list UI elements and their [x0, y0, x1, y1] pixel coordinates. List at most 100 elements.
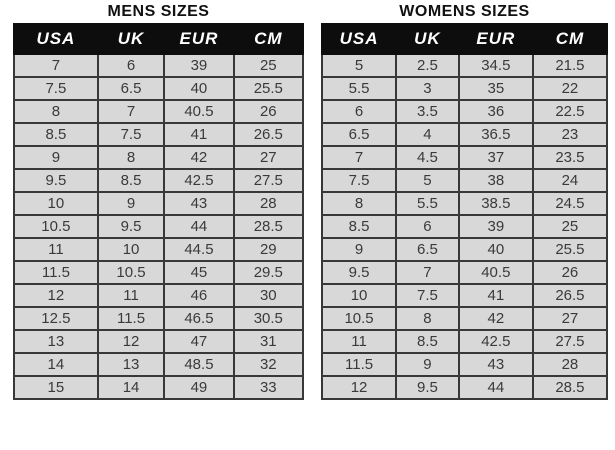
- size-cell-cm: 30: [232, 283, 305, 308]
- size-cell-uk: 7.5: [96, 122, 166, 147]
- size-cell-uk: 10: [96, 237, 166, 262]
- mens-sizes-table: USA UK EUR CM 7 6 39 25 7.5 6.5 40 25.5 8 7 40.5 26 8.5…: [13, 23, 305, 400]
- size-cell-usa: 5: [320, 53, 398, 78]
- size-cell-eur: 42.5: [163, 168, 235, 193]
- size-cell-cm: 25.5: [531, 237, 609, 262]
- size-cell-uk: 8: [395, 306, 460, 331]
- size-cell-cm: 33: [232, 375, 305, 400]
- size-cell-cm: 22: [531, 76, 609, 101]
- size-cell-usa: 7.5: [13, 76, 99, 101]
- size-row: 6.5 4 36.5 23: [320, 122, 609, 147]
- size-cell-uk: 6: [96, 53, 166, 78]
- size-row: 10.5 8 42 27: [320, 306, 609, 331]
- size-cell-cm: 24: [531, 168, 609, 193]
- size-cell-cm: 29: [232, 237, 305, 262]
- size-row: 7.5 6.5 40 25.5: [13, 76, 305, 101]
- size-cell-usa: 11.5: [320, 352, 398, 377]
- size-row: 14 13 48.5 32: [13, 352, 305, 377]
- column-header-usa: USA: [320, 23, 398, 55]
- size-row: 5 2.5 34.5 21.5: [320, 53, 609, 78]
- size-cell-usa: 12.5: [13, 306, 99, 331]
- size-cell-uk: 5.5: [395, 191, 460, 216]
- size-cell-usa: 13: [13, 329, 99, 354]
- size-cell-eur: 40.5: [457, 260, 534, 285]
- size-cell-usa: 8: [320, 191, 398, 216]
- size-cell-cm: 28: [232, 191, 305, 216]
- size-cell-eur: 37: [457, 145, 534, 170]
- size-cell-cm: 26.5: [232, 122, 305, 147]
- size-cell-cm: 25: [232, 53, 305, 78]
- size-cell-eur: 35: [457, 76, 534, 101]
- size-row: 9 8 42 27: [13, 145, 305, 170]
- size-cell-eur: 34.5: [457, 53, 534, 78]
- mens-sizes-section: MENS SIZES USA UK EUR CM 7 6 39 25 7.5 6.5 40 25.5…: [13, 2, 305, 400]
- size-cell-uk: 10.5: [96, 260, 166, 285]
- size-cell-cm: 26: [232, 99, 305, 124]
- size-cell-eur: 49: [163, 375, 235, 400]
- size-cell-eur: 40: [457, 237, 534, 262]
- header-row: USA UK EUR CM: [13, 23, 305, 55]
- size-cell-uk: 6.5: [395, 237, 460, 262]
- size-cell-eur: 43: [163, 191, 235, 216]
- size-cell-uk: 4: [395, 122, 460, 147]
- size-cell-cm: 26.5: [531, 283, 609, 308]
- size-row: 10 9 43 28: [13, 191, 305, 216]
- size-cell-eur: 36.5: [457, 122, 534, 147]
- size-cell-usa: 8.5: [13, 122, 99, 147]
- size-row: 9.5 7 40.5 26: [320, 260, 609, 285]
- size-row: 13 12 47 31: [13, 329, 305, 354]
- size-row: 12 9.5 44 28.5: [320, 375, 609, 400]
- size-cell-eur: 43: [457, 352, 534, 377]
- size-cell-cm: 25.5: [232, 76, 305, 101]
- size-cell-uk: 8.5: [395, 329, 460, 354]
- size-row: 8.5 7.5 41 26.5: [13, 122, 305, 147]
- size-cell-usa: 9: [13, 145, 99, 170]
- size-cell-eur: 46: [163, 283, 235, 308]
- size-cell-eur: 44: [163, 214, 235, 239]
- size-cell-uk: 6: [395, 214, 460, 239]
- size-cell-uk: 9: [395, 352, 460, 377]
- size-cell-usa: 14: [13, 352, 99, 377]
- size-cell-eur: 45: [163, 260, 235, 285]
- size-cell-uk: 7: [96, 99, 166, 124]
- size-cell-cm: 28.5: [232, 214, 305, 239]
- size-cell-uk: 11: [96, 283, 166, 308]
- size-cell-uk: 13: [96, 352, 166, 377]
- size-cell-usa: 11.5: [13, 260, 99, 285]
- size-row: 5.5 3 35 22: [320, 76, 609, 101]
- womens-sizes-title: WOMENS SIZES: [399, 3, 530, 20]
- size-cell-eur: 41: [163, 122, 235, 147]
- size-cell-uk: 3: [395, 76, 460, 101]
- size-cell-uk: 4.5: [395, 145, 460, 170]
- size-row: 10.5 9.5 44 28.5: [13, 214, 305, 239]
- size-cell-eur: 42: [163, 145, 235, 170]
- size-cell-cm: 26: [531, 260, 609, 285]
- size-cell-uk: 12: [96, 329, 166, 354]
- size-cell-eur: 47: [163, 329, 235, 354]
- size-cell-cm: 29.5: [232, 260, 305, 285]
- mens-table-body: 7 6 39 25 7.5 6.5 40 25.5 8 7 40.5 26 8.5 7.5 41 26.5 9 8…: [13, 53, 305, 400]
- size-cell-cm: 23.5: [531, 145, 609, 170]
- column-header-uk: UK: [395, 23, 460, 55]
- size-cell-eur: 39: [457, 214, 534, 239]
- size-cell-uk: 6.5: [96, 76, 166, 101]
- size-cell-uk: 11.5: [96, 306, 166, 331]
- size-cell-cm: 27.5: [531, 329, 609, 354]
- size-row: 12 11 46 30: [13, 283, 305, 308]
- size-cell-cm: 22.5: [531, 99, 609, 124]
- size-row: 6 3.5 36 22.5: [320, 99, 609, 124]
- size-cell-usa: 5.5: [320, 76, 398, 101]
- size-cell-cm: 30.5: [232, 306, 305, 331]
- size-cell-uk: 2.5: [395, 53, 460, 78]
- column-header-uk: UK: [96, 23, 166, 55]
- size-row: 8 7 40.5 26: [13, 99, 305, 124]
- size-row: 12.5 11.5 46.5 30.5: [13, 306, 305, 331]
- size-cell-usa: 10.5: [13, 214, 99, 239]
- column-header-cm: CM: [232, 23, 305, 55]
- size-cell-uk: 5: [395, 168, 460, 193]
- womens-sizes-section: WOMENS SIZES USA UK EUR CM 5 2.5 34.5 21.5 5.5 3…: [320, 2, 609, 400]
- size-cell-uk: 9: [96, 191, 166, 216]
- size-cell-eur: 42.5: [457, 329, 534, 354]
- size-cell-eur: 46.5: [163, 306, 235, 331]
